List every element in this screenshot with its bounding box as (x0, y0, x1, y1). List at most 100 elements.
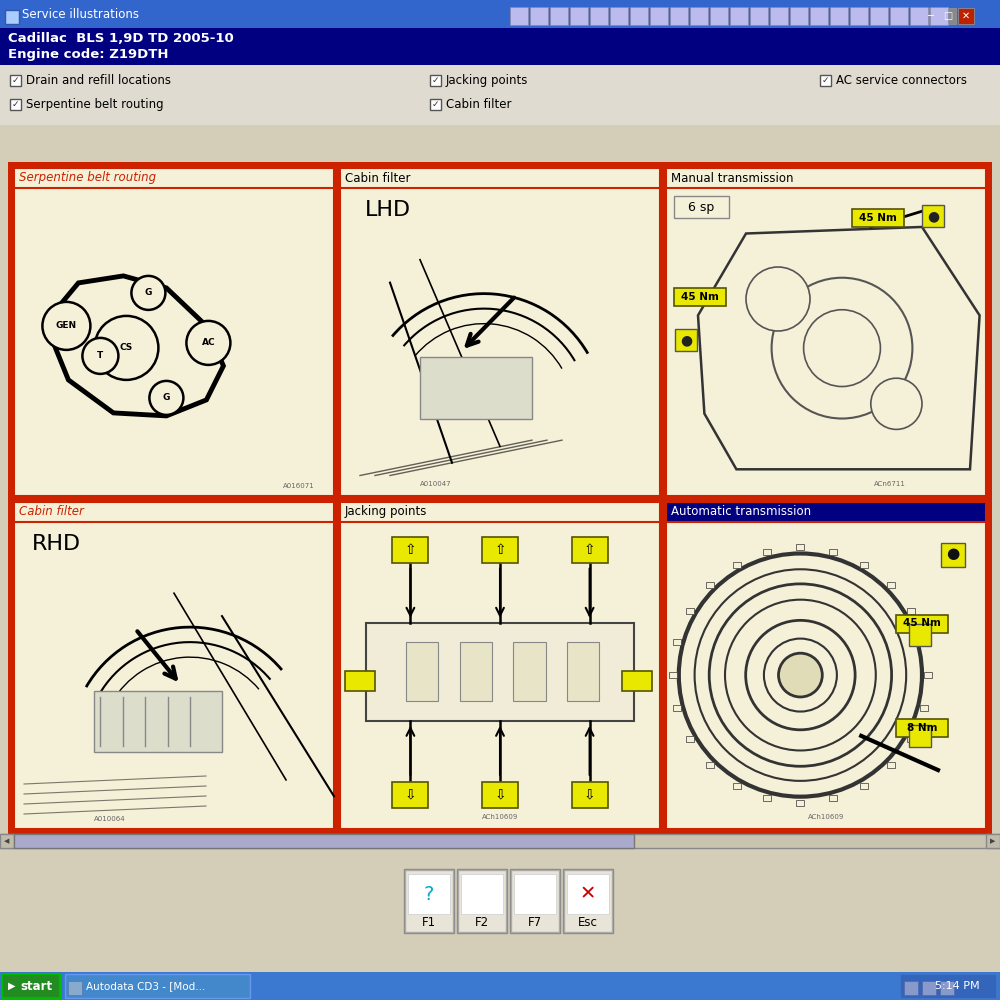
Bar (420, 357, 532, 419)
Circle shape (131, 276, 165, 310)
Text: Engine code: Z19DTH: Engine code: Z19DTH (8, 48, 168, 61)
Bar (820, 75, 831, 86)
Bar (457, 869, 507, 933)
Bar (458, 870, 506, 932)
Bar (461, 874, 503, 914)
Text: Automatic transmission: Automatic transmission (671, 505, 811, 518)
Text: ACh10609: ACh10609 (482, 814, 518, 820)
Bar (5, 10, 19, 24)
Circle shape (42, 302, 90, 350)
Text: ✓: ✓ (432, 76, 439, 85)
Bar (563, 869, 613, 933)
Text: start: start (20, 980, 52, 992)
Bar (887, 582, 895, 588)
Bar (572, 782, 608, 808)
Bar (733, 562, 741, 568)
Bar (790, 7, 808, 25)
Text: Drain and refill locations: Drain and refill locations (26, 74, 171, 87)
Bar (852, 209, 904, 227)
Text: ▶: ▶ (990, 838, 996, 844)
Text: ⇧: ⇧ (494, 543, 506, 557)
Text: □: □ (943, 11, 953, 21)
Text: ●: ● (680, 333, 692, 347)
Bar (850, 7, 868, 25)
Bar (567, 874, 609, 914)
Text: LHD: LHD (365, 200, 411, 220)
Circle shape (746, 267, 810, 331)
Bar (513, 642, 546, 701)
Bar (10, 99, 21, 110)
Bar (514, 874, 556, 914)
Bar (14, 168, 334, 495)
Text: 45 Nm: 45 Nm (681, 292, 719, 302)
Bar (0, 848, 1000, 1000)
Bar (650, 7, 668, 25)
Bar (10, 75, 21, 86)
Bar (904, 981, 918, 995)
Bar (510, 7, 528, 25)
Bar (404, 869, 454, 933)
Bar (763, 795, 771, 801)
Text: G: G (163, 393, 170, 402)
Circle shape (82, 338, 118, 374)
Circle shape (186, 321, 230, 365)
Text: Autodata CD3 - [Mod...: Autodata CD3 - [Mod... (86, 981, 205, 991)
Text: Cabin filter: Cabin filter (446, 98, 512, 111)
Bar (0, 28, 1000, 65)
Text: 45 Nm: 45 Nm (903, 618, 941, 629)
Bar (907, 608, 915, 614)
Bar (922, 205, 944, 227)
Bar (0, 834, 14, 848)
Text: ✕: ✕ (962, 11, 970, 21)
Bar (406, 642, 438, 701)
Text: 5:14 PM: 5:14 PM (935, 981, 980, 991)
Bar (763, 549, 771, 555)
Circle shape (94, 316, 158, 380)
Bar (706, 762, 714, 768)
Bar (829, 549, 837, 555)
Text: ✓: ✓ (12, 76, 19, 85)
Text: ⇩: ⇩ (405, 788, 416, 802)
Text: Esc: Esc (578, 916, 598, 928)
Bar (924, 672, 932, 678)
Bar (430, 99, 441, 110)
Bar (482, 537, 518, 563)
Text: 6 sp: 6 sp (688, 200, 714, 214)
Bar (572, 537, 608, 563)
Bar (622, 671, 652, 691)
Text: A010047: A010047 (420, 481, 452, 487)
Bar (673, 639, 681, 645)
Text: Jacking points: Jacking points (446, 74, 528, 87)
Text: RHD: RHD (32, 534, 81, 554)
Bar (405, 870, 453, 932)
Text: ◀: ◀ (4, 838, 10, 844)
Text: F7: F7 (528, 916, 542, 928)
Bar (666, 168, 986, 188)
Text: Cabin filter: Cabin filter (19, 505, 84, 518)
Bar (340, 502, 660, 522)
Bar (941, 543, 965, 567)
Text: A010064: A010064 (94, 816, 126, 822)
Bar (670, 7, 688, 25)
Text: 8 Nm: 8 Nm (907, 723, 938, 733)
Bar (530, 7, 548, 25)
Text: G: G (145, 288, 152, 297)
Bar (666, 502, 986, 522)
Bar (896, 719, 948, 737)
Text: Manual transmission: Manual transmission (671, 172, 794, 184)
Text: Cabin filter: Cabin filter (345, 172, 411, 184)
Bar (860, 783, 868, 789)
Text: ●: ● (947, 546, 960, 562)
Bar (770, 7, 788, 25)
Bar (510, 869, 560, 933)
Bar (0, 65, 1000, 125)
Bar (730, 7, 748, 25)
Bar (0, 834, 1000, 848)
Bar (673, 705, 681, 711)
Bar (860, 562, 868, 568)
Bar (909, 725, 931, 747)
Bar (958, 8, 974, 24)
Text: F1: F1 (422, 916, 436, 928)
Bar (14, 502, 334, 829)
Bar (796, 544, 804, 550)
